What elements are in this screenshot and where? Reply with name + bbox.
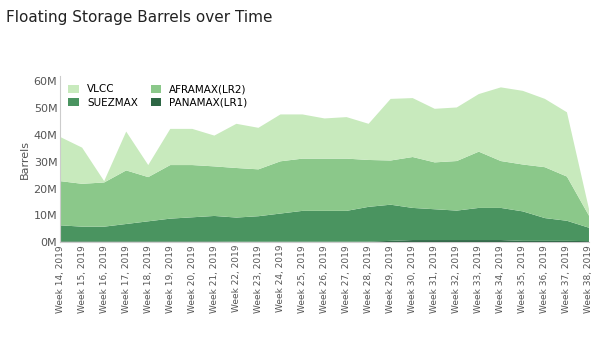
Y-axis label: Barrels: Barrels — [19, 140, 29, 179]
Text: Floating Storage Barrels over Time: Floating Storage Barrels over Time — [6, 10, 272, 25]
Legend: VLCC, SUEZMAX, AFRAMAX(LR2), PANAMAX(LR1): VLCC, SUEZMAX, AFRAMAX(LR2), PANAMAX(LR1… — [66, 81, 251, 111]
